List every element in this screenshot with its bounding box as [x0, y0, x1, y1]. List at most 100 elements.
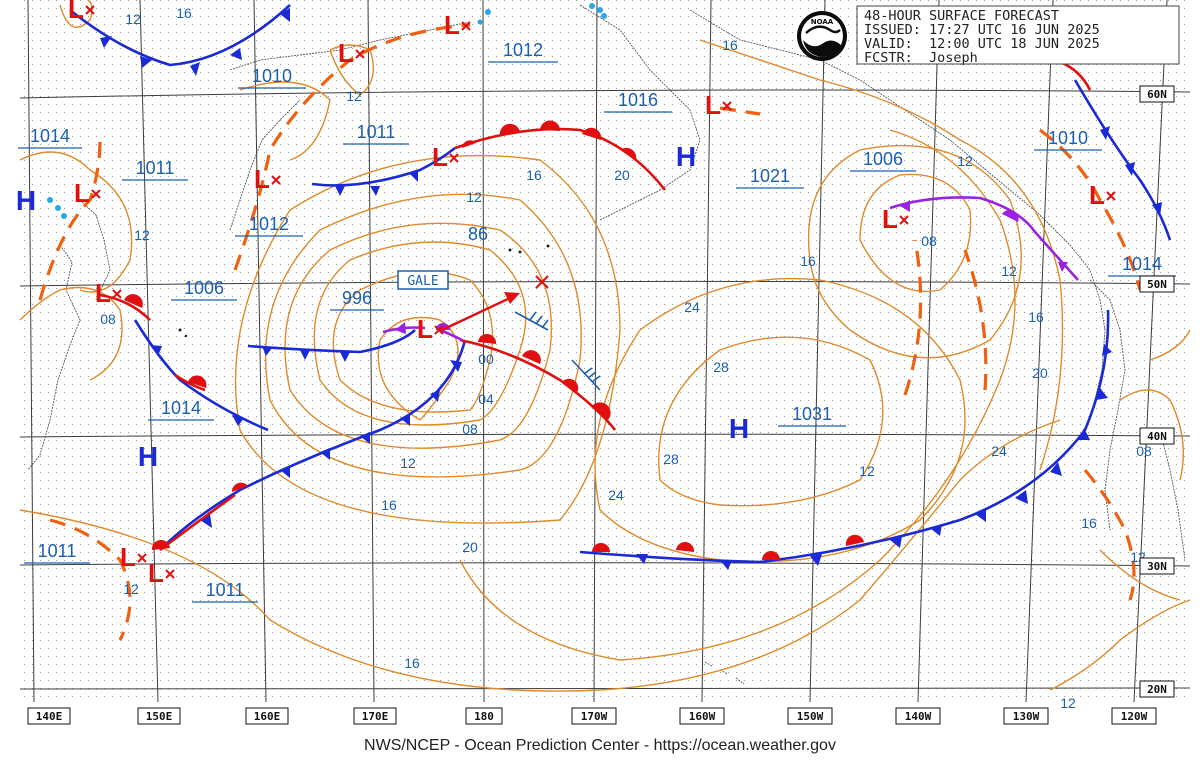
pressure-label: 1031 [792, 404, 832, 424]
lon-label: 170E [362, 710, 389, 723]
lon-label: 150W [797, 710, 824, 723]
troughs [38, 23, 1142, 641]
high-center-alaska: H [676, 141, 696, 172]
isobar-label: 12 [123, 581, 139, 597]
isobar-label: 24 [608, 487, 624, 503]
lon-label: 170W [581, 710, 608, 723]
issued-time: ISSUED: 17:27 UTC 16 JUN 2025 [864, 22, 1100, 38]
pressure-label: 1021 [750, 166, 790, 186]
pressure-label: 1012 [249, 214, 289, 234]
lon-label: 140E [36, 710, 63, 723]
cold-fronts [69, 4, 1172, 570]
low-center-x-marks [85, 5, 1116, 579]
pressure-label: 1010 [1048, 128, 1088, 148]
pressure-label: 1014 [30, 126, 70, 146]
occluded-fronts [382, 196, 1079, 342]
isobar-label: 00 [478, 351, 494, 367]
isobar-label: 04 [478, 391, 494, 407]
longitude-labels: 140E 150E 160E 170E 180 170W 160W 150W 1… [27, 707, 1157, 725]
isobar-label: 16 [381, 497, 397, 513]
low-center-13: L [148, 558, 164, 588]
lon-label: 130W [1013, 710, 1040, 723]
lat-label: 30N [1147, 560, 1167, 573]
warm-fronts [99, 60, 1092, 560]
isobar-label: 12 [957, 153, 973, 169]
low-center-8: L [417, 314, 433, 344]
isobar-label: 12 [1060, 695, 1076, 711]
gale-warning: GALE [397, 270, 449, 290]
lat-label: 20N [1147, 683, 1167, 696]
isobar-label: 08 [921, 233, 937, 249]
isobar-label: 12 [1001, 263, 1017, 279]
isobar-label: 16 [404, 655, 420, 671]
header-box: 48-HOUR SURFACE FORECAST ISSUED: 17:27 U… [856, 5, 1180, 66]
isobar-label: 12 [346, 88, 362, 104]
dot-grid [20, 0, 1190, 702]
noaa-logo: NOAA [797, 11, 847, 61]
pressure-label: 86 [468, 224, 488, 244]
low-center-10: L [882, 204, 898, 234]
pressure-label: 1010 [252, 66, 292, 86]
low-center-7: L [95, 278, 111, 308]
pressure-label-underlines [18, 61, 1176, 603]
low-center-9: L [705, 90, 721, 120]
isobar-label: 08 [1136, 443, 1152, 459]
lon-label: 140W [905, 710, 932, 723]
latitude-labels: 60N 50N 40N 30N 20N [1139, 85, 1175, 698]
low-center-2: L [338, 38, 354, 68]
high-centers: H H H H [16, 141, 749, 472]
pressure-label: 1006 [184, 278, 224, 298]
isobar-label: 12 [466, 189, 482, 205]
isobar-label: 20 [1032, 365, 1048, 381]
gale-label: GALE [407, 274, 438, 289]
lat-label: 50N [1147, 278, 1167, 291]
isobar-label: 16 [800, 253, 816, 269]
isobar-label: 24 [991, 443, 1007, 459]
pressure-label: 1011 [136, 158, 175, 178]
lon-label: 160E [254, 710, 281, 723]
noaa-logo-text: NOAA [811, 18, 834, 26]
pressure-label: 1014 [1122, 254, 1162, 274]
low-center-4: L [254, 164, 270, 194]
isobar-label: 08 [462, 421, 478, 437]
isobar-label: 12 [859, 463, 875, 479]
isobar-label: 24 [684, 299, 700, 315]
islands [178, 244, 550, 338]
pressure-label: 1011 [38, 541, 77, 561]
isobar-label: 16 [526, 167, 542, 183]
low-center-11: L [1089, 180, 1105, 210]
lat-label: 60N [1147, 88, 1167, 101]
ice-markers [47, 3, 607, 219]
isobar-label: 28 [663, 451, 679, 467]
footer-credit: NWS/NCEP - Ocean Prediction Center - htt… [364, 737, 836, 754]
isobar-label: 12 [134, 227, 150, 243]
low-center-6: L [432, 142, 448, 172]
pressure-label: 1011 [206, 580, 245, 600]
high-center-pacific: H [729, 413, 749, 444]
wind-barbs [514, 311, 601, 391]
isobars [19, 0, 1191, 692]
pressure-label: 1016 [618, 90, 658, 110]
isobar-label: 28 [713, 359, 729, 375]
isobar-label: 20 [614, 167, 630, 183]
pressure-labels: 1010 1012 1014 1011 1012 1006 1014 1011 … [30, 40, 1162, 600]
pressure-label: 1011 [357, 122, 396, 142]
isobar-label: 20 [462, 539, 478, 555]
isobar-label: 16 [176, 5, 192, 21]
low-center-12: L [120, 542, 136, 572]
lat-label: 40N [1147, 430, 1167, 443]
forecast-title: 48-HOUR SURFACE FORECAST [864, 8, 1059, 24]
isobar-label: 12 [400, 455, 416, 471]
high-center-japan: H [138, 441, 158, 472]
isobar-label: 16 [1028, 309, 1044, 325]
storm-track [441, 275, 549, 332]
lon-label: 120W [1121, 710, 1148, 723]
lon-label: 180 [474, 710, 494, 723]
isobar-label: 08 [100, 311, 116, 327]
low-center-3: L [444, 10, 460, 40]
high-center-west-edge: H [16, 185, 36, 216]
isobar-label: 16 [722, 37, 738, 53]
pressure-label: 1014 [161, 398, 201, 418]
pressure-label: 1012 [503, 40, 543, 60]
